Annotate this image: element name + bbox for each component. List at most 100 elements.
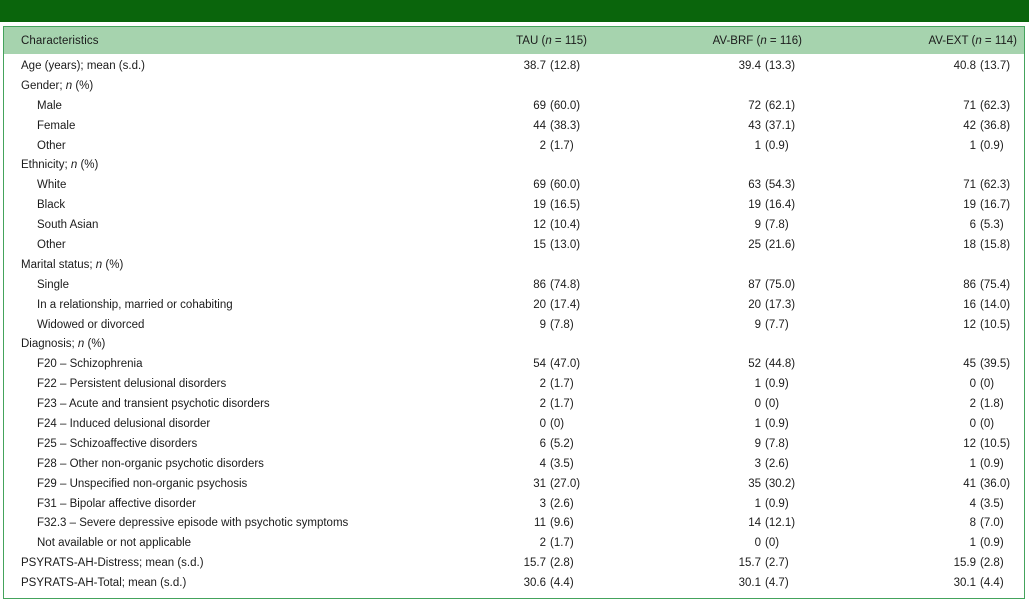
value-parenthetical: (7.0): [980, 517, 1004, 530]
value-parenthetical: (4.4): [980, 577, 1004, 590]
value-cell: 2 (1.7): [379, 534, 594, 554]
value-cell: 4 (3.5): [379, 455, 594, 475]
value-parenthetical: (2.7): [765, 557, 789, 570]
table-row: Marital status; n (%): [4, 256, 1024, 276]
value-number: 35: [748, 477, 761, 490]
value-number: 63: [748, 179, 761, 192]
value-parenthetical: (2.8): [980, 557, 1004, 570]
value-number: 0: [754, 537, 761, 550]
value-cell: 0 (0): [809, 415, 1024, 435]
value-parenthetical: (21.6): [765, 239, 796, 252]
value-number: 3: [754, 457, 761, 470]
table-row: In a relationship, married or cohabiting…: [4, 296, 1024, 316]
value-cell: 12 (10.5): [809, 316, 1024, 336]
value-number: 20: [748, 298, 761, 311]
value-parenthetical: (0.9): [765, 139, 789, 152]
value-number: 0: [754, 398, 761, 411]
value-number: 86: [963, 278, 976, 291]
value-number: 1: [754, 378, 761, 391]
value-cell: 69 (60.0): [379, 97, 594, 117]
table-row: South Asian 12 (10.4) 9 (7.8) 6 (5.3): [4, 216, 1024, 236]
value-number: 86: [533, 278, 546, 291]
table-row: F25 – Schizoaffective disorders 6 (5.2) 9 (7…: [4, 435, 1024, 455]
value-cell: 1 (0.9): [594, 137, 809, 157]
value-number: 2: [539, 537, 546, 550]
value-cell: 6 (5.3): [809, 216, 1024, 236]
value-cell: 2 (1.8): [809, 395, 1024, 415]
value-number: 30.1: [953, 577, 976, 590]
value-cell: 30.1 (4.7): [594, 574, 809, 594]
value-parenthetical: (10.5): [980, 318, 1011, 331]
value-parenthetical: (75.4): [980, 278, 1011, 291]
table-row: Age (years); mean (s.d.) 38.7 (12.8) 39.4 (1…: [4, 57, 1024, 77]
value-parenthetical: (0.9): [765, 418, 789, 431]
value-number: 1: [969, 139, 976, 152]
value-cell: 15.7 (2.7): [594, 554, 809, 574]
value-parenthetical: (39.5): [980, 358, 1011, 371]
row-label: Ethnicity; n (%): [21, 159, 99, 172]
value-parenthetical: (3.5): [550, 457, 574, 470]
value-parenthetical: (5.2): [550, 437, 574, 450]
value-cell: 86 (75.4): [809, 276, 1024, 296]
value-parenthetical: (62.1): [765, 99, 796, 112]
table-title-bar: [0, 0, 1029, 22]
value-cell: 14 (12.1): [594, 514, 809, 534]
value-parenthetical: (0): [765, 537, 780, 550]
value-parenthetical: (0.9): [765, 497, 789, 510]
value-number: 2: [969, 398, 976, 411]
value-parenthetical: (16.5): [550, 199, 581, 212]
value-cell: 1 (0.9): [594, 375, 809, 395]
table-row: F20 – Schizophrenia 54 (47.0) 52 (44.8) 45 (39…: [4, 355, 1024, 375]
table-row: Female 44 (38.3) 43 (37.1) 42 (36.8): [4, 117, 1024, 137]
value-number: 6: [969, 219, 976, 232]
value-cell: 0 (0): [594, 395, 809, 415]
value-cell: 35 (30.2): [594, 475, 809, 495]
value-cell: 86 (74.8): [379, 276, 594, 296]
value-number: 42: [963, 119, 976, 132]
value-cell: 42 (36.8): [809, 117, 1024, 137]
table-row: White 69 (60.0) 63 (54.3) 71 (62.3): [4, 176, 1024, 196]
value-number: 9: [754, 219, 761, 232]
row-label: Gender; n (%): [21, 79, 94, 92]
title-bar-gap: [0, 22, 1029, 26]
value-parenthetical: (10.5): [980, 437, 1011, 450]
table-row: F22 – Persistent delusional disorders 2 (1…: [4, 375, 1024, 395]
value-number: 39.4: [738, 60, 761, 72]
value-cell: 43 (37.1): [594, 117, 809, 137]
value-cell: 12 (10.4): [379, 216, 594, 236]
row-label: Marital status; n (%): [21, 258, 124, 271]
value-cell: 1 (0.9): [594, 415, 809, 435]
row-label: Widowed or divorced: [37, 318, 145, 331]
value-cell: 0 (0): [809, 375, 1024, 395]
value-cell: 72 (62.1): [594, 97, 809, 117]
value-parenthetical: (7.8): [765, 437, 789, 450]
value-parenthetical: (74.8): [550, 278, 581, 291]
value-parenthetical: (17.4): [550, 298, 581, 311]
row-label: F20 – Schizophrenia: [37, 358, 143, 371]
table-row: Gender; n (%): [4, 77, 1024, 97]
row-label: Age (years); mean (s.d.): [21, 60, 145, 72]
value-parenthetical: (2.8): [550, 557, 574, 570]
table-row: Other 2 (1.7) 1 (0.9) 1 (0.9): [4, 137, 1024, 157]
value-parenthetical: (3.5): [980, 497, 1004, 510]
row-label: Black: [37, 199, 66, 212]
table-row: PSYRATS-AH-Total; mean (s.d.) 30.6 (4.4) 30…: [4, 574, 1024, 594]
value-parenthetical: (14.0): [980, 298, 1011, 311]
value-parenthetical: (7.8): [550, 318, 574, 331]
value-parenthetical: (38.3): [550, 119, 581, 132]
table-row: Ethnicity; n (%): [4, 156, 1024, 176]
value-parenthetical: (12.1): [765, 517, 796, 530]
value-parenthetical: (0.9): [765, 378, 789, 391]
value-number: 25: [748, 239, 761, 252]
value-cell: 9 (7.8): [379, 316, 594, 336]
table-row: PSYRATS-AH-Distress; mean (s.d.) 15.7 (2.8…: [4, 554, 1024, 574]
table-row: Widowed or divorced 9 (7.8) 9 (7.7) 12 (10.5): [4, 316, 1024, 336]
value-parenthetical: (62.3): [980, 99, 1011, 112]
value-cell: 87 (75.0): [594, 276, 809, 296]
value-cell: 3 (2.6): [379, 495, 594, 515]
value-number: 15: [533, 239, 546, 252]
row-label: PSYRATS-AH-Total; mean (s.d.): [21, 577, 187, 590]
value-cell: 15 (13.0): [379, 236, 594, 256]
value-cell: 30.1 (4.4): [809, 574, 1024, 594]
value-cell: 39.4 (13.3): [594, 57, 809, 77]
